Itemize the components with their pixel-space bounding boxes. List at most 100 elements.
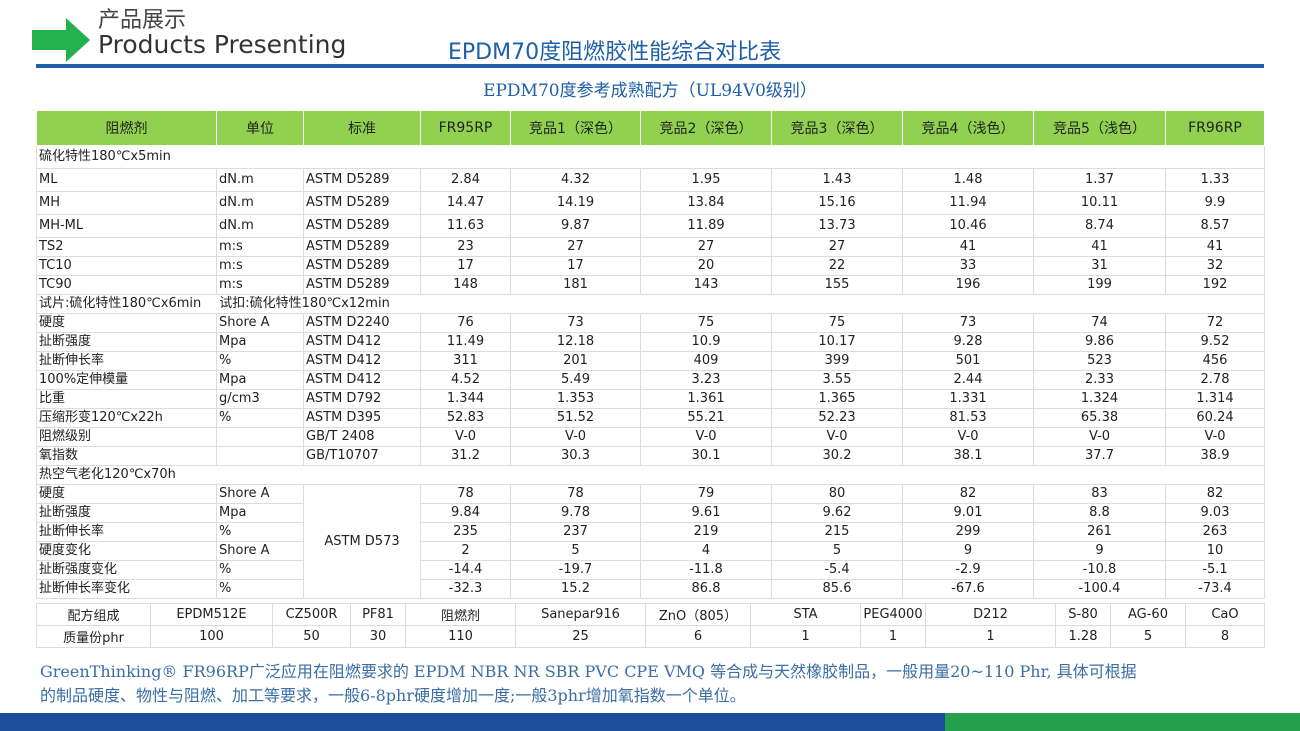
value: 37.7 (1033, 446, 1166, 466)
formula-table: 配方组成 EPDM512E CZ500R PF81 阻燃剂 Sanepar916 ZnO（8… (36, 603, 1265, 648)
standard: ASTM D5289 (303, 168, 421, 192)
value: 5 (771, 541, 903, 561)
row-label: 氧指数 (36, 446, 217, 466)
value: 78 (420, 484, 511, 504)
value: 2.78 (1165, 370, 1265, 390)
value: -100.4 (1033, 579, 1166, 599)
unit: % (216, 408, 304, 428)
column-header: FR95RP (420, 110, 511, 146)
value: 5.49 (510, 370, 641, 390)
value: 82 (902, 484, 1034, 504)
standard: ASTM D5289 (303, 256, 421, 276)
section-title: 热空气老化120℃x70h (39, 467, 176, 482)
column-header: 标准 (303, 110, 421, 146)
value: -10.8 (1033, 560, 1166, 580)
unit: m:s (216, 237, 304, 257)
row-label: 压缩形变120℃x22h (36, 408, 217, 428)
row-label: 阻燃级别 (36, 427, 217, 447)
value: 10.11 (1033, 191, 1166, 215)
column-header: 单位 (216, 110, 304, 146)
data-row: 扯断强度 Mpa 9.84 9.78 9.61 9.62 9.01 8.8 9.03 (36, 503, 1265, 523)
standard: ASTM D412 (303, 351, 421, 371)
value: 15.2 (510, 579, 641, 599)
section-cell: 硫化特性180℃x5min (36, 145, 1265, 169)
value: 1.43 (771, 168, 903, 192)
value: 311 (420, 351, 511, 371)
unit (216, 446, 304, 466)
unit: g/cm3 (216, 389, 304, 409)
unit: dN.m (216, 191, 304, 215)
unit: Shore A (216, 541, 304, 561)
value: 10.46 (902, 214, 1034, 238)
value: 1.361 (640, 389, 772, 409)
formula-header-cell: S-80 (1055, 603, 1111, 626)
column-header: FR96RP (1165, 110, 1265, 146)
value: 52.23 (771, 408, 903, 428)
value: -67.6 (902, 579, 1034, 599)
section-title: 硫化特性180℃x5min (39, 149, 171, 164)
data-row: TC90 m:s ASTM D5289 148 181 143 155 196 199 192 (36, 275, 1265, 295)
data-row: MH dN.m ASTM D5289 14.47 14.19 13.84 15.16 11.9… (36, 191, 1265, 215)
page-title: EPDM70度阻燃胶性能综合对比表 (448, 40, 782, 65)
row-label: 硬度 (36, 313, 217, 333)
value: 23 (420, 237, 511, 257)
value: 8.74 (1033, 214, 1166, 238)
formula-header-cell: CZ500R (272, 603, 351, 626)
formula-value: 5 (1110, 625, 1186, 648)
formula-value: 1 (925, 625, 1056, 648)
header-rule (36, 64, 1264, 68)
row-label: 扯断强度 (36, 332, 217, 352)
value: 10.17 (771, 332, 903, 352)
standard: ASTM D412 (303, 370, 421, 390)
column-header: 竞品3（深色） (771, 110, 903, 146)
value: 9.28 (902, 332, 1034, 352)
unit: % (216, 579, 304, 599)
value: 9.01 (902, 503, 1034, 523)
value: 3.55 (771, 370, 903, 390)
value: 38.1 (902, 446, 1034, 466)
value: 199 (1033, 275, 1166, 295)
data-row: 扯断强度变化% -14.4 -19.7 -11.8 -5.4 -2.9 -10.8 -5.1 (36, 560, 1265, 580)
value: 501 (902, 351, 1034, 371)
value: -19.7 (510, 560, 641, 580)
comparison-table: 阻燃剂 单位 标准 FR95RP 竞品1（深色） 竞品2（深色） 竞品3（深色） 竞品4（浅色… (36, 110, 1265, 599)
value: V-0 (420, 427, 511, 447)
value: 8.57 (1165, 214, 1265, 238)
data-row: 100%定伸模量 Mpa ASTM D412 4.52 5.49 3.23 3.55 2.44… (36, 370, 1265, 390)
formula-header-cell: ZnO（805） (645, 603, 751, 626)
value: 9.62 (771, 503, 903, 523)
value: -32.3 (420, 579, 511, 599)
data-row: 硬度变化 Shore A 2 5 4 5 9 9 10 (36, 541, 1265, 561)
value: 235 (420, 522, 511, 542)
value: 81.53 (902, 408, 1034, 428)
data-row: 比重 g/cm3 ASTM D792 1.344 1.353 1.361 1.365 1.33… (36, 389, 1265, 409)
value: 9.78 (510, 503, 641, 523)
value: 13.84 (640, 191, 772, 215)
unit: Shore A (216, 484, 304, 504)
formula-value: 1.28 (1055, 625, 1111, 648)
value: 76 (420, 313, 511, 333)
value: 201 (510, 351, 641, 371)
value: 31.2 (420, 446, 511, 466)
data-row: 阻燃级别 GB/T 2408 V-0 V-0 V-0 V-0 V-0 V-0 V-0 (36, 427, 1265, 447)
unit: dN.m (216, 214, 304, 238)
value: 78 (510, 484, 641, 504)
unit: m:s (216, 275, 304, 295)
value: 2 (420, 541, 511, 561)
value: V-0 (1033, 427, 1166, 447)
value: -5.4 (771, 560, 903, 580)
value: 1.37 (1033, 168, 1166, 192)
arrow-icon (32, 18, 90, 62)
value: 86.8 (640, 579, 772, 599)
formula-header-cell: STA (750, 603, 861, 626)
unit: Shore A (216, 313, 304, 333)
column-header: 竞品5（浅色） (1033, 110, 1166, 146)
value: V-0 (771, 427, 903, 447)
value: 27 (510, 237, 641, 257)
value: V-0 (1165, 427, 1265, 447)
value: 27 (640, 237, 772, 257)
value: 261 (1033, 522, 1166, 542)
row-label: TS2 (36, 237, 217, 257)
value: 60.24 (1165, 408, 1265, 428)
